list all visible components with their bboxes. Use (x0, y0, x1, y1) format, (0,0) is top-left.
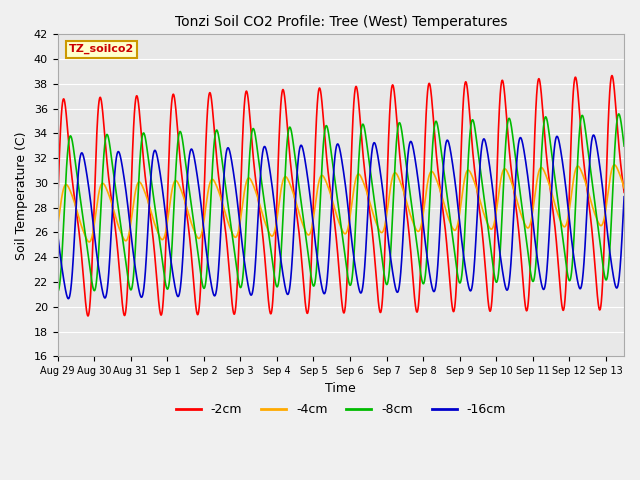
-16cm (54, 230, 61, 236)
-4cm (422, 190, 430, 195)
-2cm (270, 274, 278, 280)
Line: -8cm: -8cm (58, 114, 624, 291)
-8cm (620, 143, 628, 149)
-8cm (422, 264, 430, 270)
-2cm (157, 312, 164, 317)
Text: TZ_soilco2: TZ_soilco2 (69, 44, 134, 54)
-2cm (620, 190, 628, 195)
-2cm (608, 73, 616, 79)
-8cm (394, 128, 401, 134)
-8cm (477, 168, 484, 174)
-2cm (477, 213, 484, 219)
-2cm (394, 125, 401, 131)
-4cm (394, 172, 401, 178)
-16cm (65, 296, 72, 301)
Y-axis label: Soil Temperature (C): Soil Temperature (C) (15, 131, 28, 260)
-8cm (270, 271, 278, 277)
-2cm (422, 111, 430, 117)
Line: -16cm: -16cm (58, 135, 624, 299)
-8cm (54, 288, 61, 294)
-4cm (54, 224, 61, 230)
-4cm (520, 218, 527, 224)
Line: -4cm: -4cm (58, 165, 624, 242)
-4cm (620, 185, 628, 191)
-16cm (477, 157, 484, 163)
X-axis label: Time: Time (326, 382, 356, 395)
-16cm (422, 246, 430, 252)
-4cm (157, 235, 164, 241)
-8cm (54, 288, 61, 294)
Legend: -2cm, -4cm, -8cm, -16cm: -2cm, -4cm, -8cm, -16cm (171, 398, 511, 421)
-8cm (615, 111, 623, 117)
-2cm (520, 285, 527, 290)
-16cm (394, 289, 401, 295)
-16cm (589, 132, 597, 138)
-16cm (270, 200, 278, 205)
-16cm (620, 194, 628, 200)
-4cm (611, 162, 618, 168)
Title: Tonzi Soil CO2 Profile: Tree (West) Temperatures: Tonzi Soil CO2 Profile: Tree (West) Temp… (175, 15, 507, 29)
-4cm (85, 239, 93, 245)
-8cm (157, 244, 164, 250)
-16cm (157, 173, 164, 179)
-2cm (54, 205, 61, 211)
-16cm (520, 145, 527, 151)
-8cm (520, 215, 527, 221)
-2cm (84, 313, 92, 319)
Line: -2cm: -2cm (58, 76, 624, 316)
-4cm (477, 199, 484, 205)
-4cm (270, 230, 278, 236)
